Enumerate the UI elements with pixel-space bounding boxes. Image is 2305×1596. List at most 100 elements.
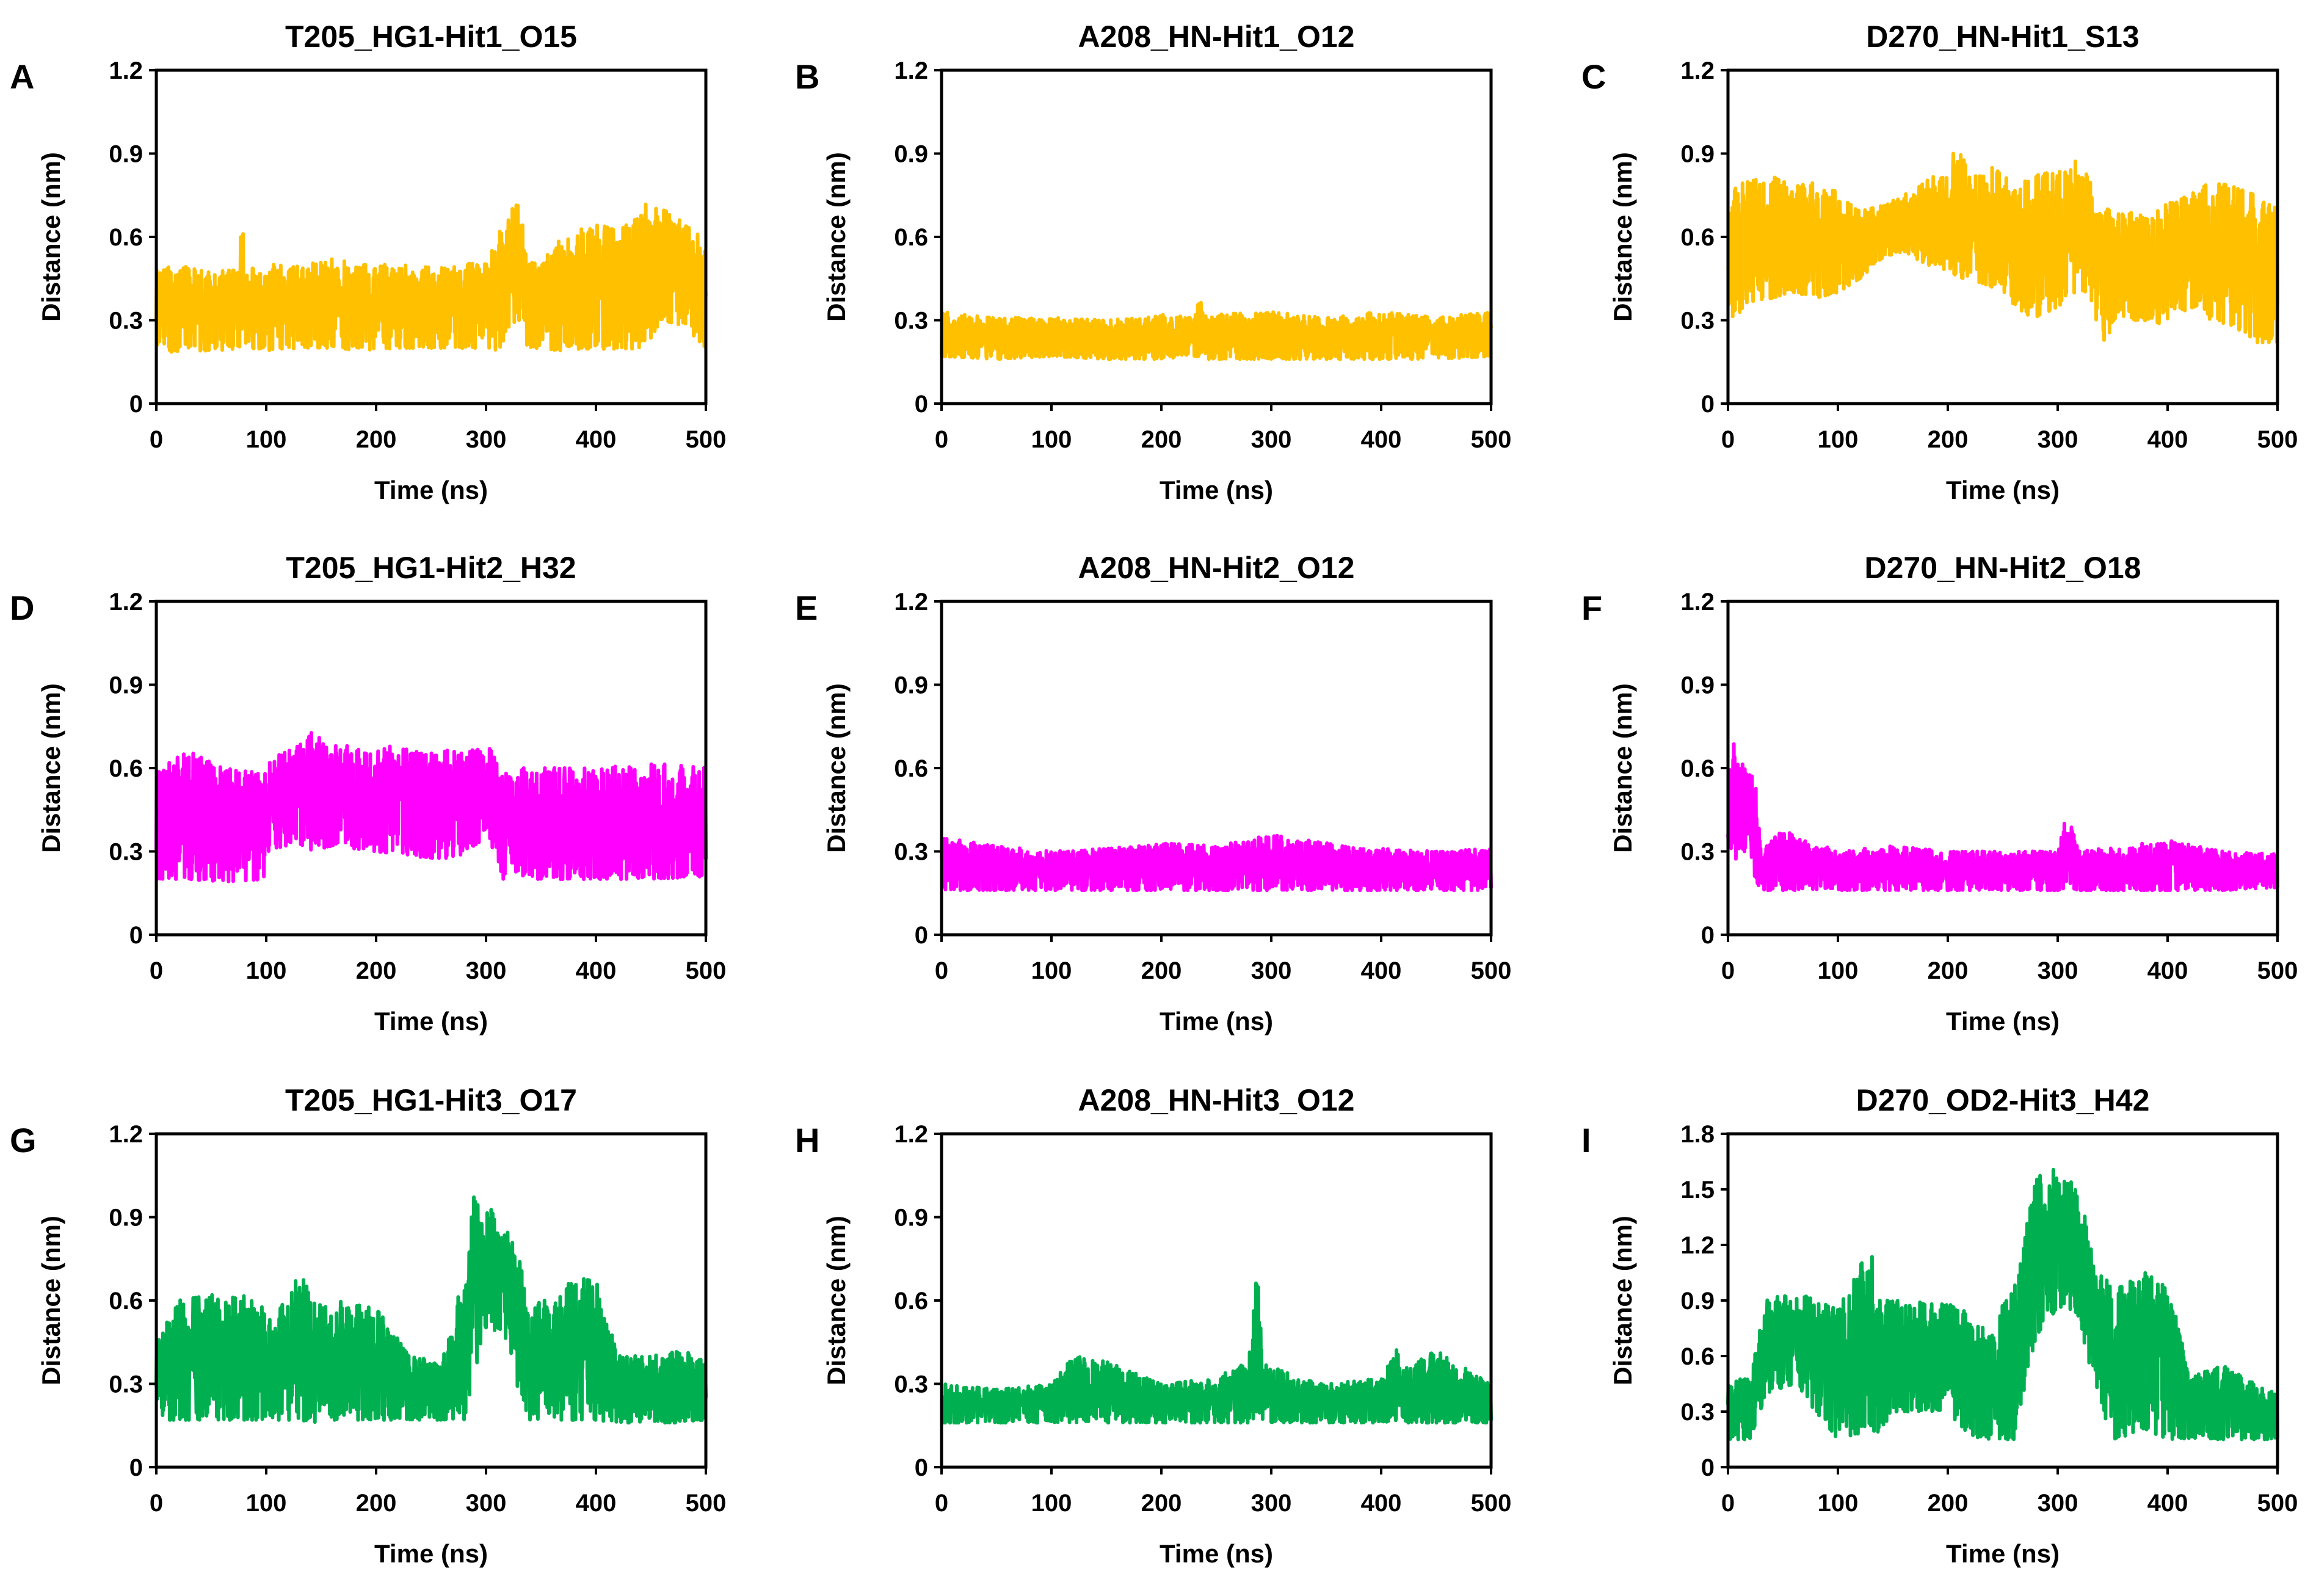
y-tick-label: 1.5 — [1680, 1177, 1715, 1203]
data-series-line — [1726, 742, 2279, 893]
y-tick-label: 1.2 — [109, 589, 143, 615]
x-tick-label: 0 — [1721, 1490, 1735, 1517]
y-tick-label: 0.9 — [894, 1205, 928, 1231]
panel-h: 0 0.3 0.6 0.9 1.2 0 100 200 300 400 500 A208_HN-Hit… — [795, 1083, 1511, 1568]
y-tick-label: 0 — [915, 391, 928, 418]
x-tick-label: 0 — [935, 426, 948, 453]
x-tick-label: 100 — [1031, 1490, 1072, 1517]
x-tick-label: 100 — [1031, 957, 1072, 984]
x-axis-label: Time (ns) — [1160, 1007, 1273, 1036]
y-tick-label: 1.2 — [894, 1121, 928, 1148]
y-tick-label: 0.6 — [109, 1288, 143, 1315]
y-tick-label: 0.9 — [1680, 1288, 1715, 1315]
data-series-line — [154, 202, 708, 354]
data-series-line — [154, 731, 708, 883]
y-tick-label: 0.3 — [109, 308, 143, 335]
y-tick-label: 0.6 — [109, 224, 143, 251]
x-tick-label: 400 — [1361, 426, 1402, 453]
y-tick-label: 0.9 — [1680, 672, 1715, 699]
data-series-line — [940, 833, 1493, 893]
x-tick-label: 200 — [1141, 1490, 1182, 1517]
x-tick-label: 300 — [466, 426, 507, 453]
panel-title: T205_HG1-Hit1_O15 — [285, 20, 577, 54]
y-tick-label: 1.2 — [1680, 589, 1715, 615]
panel-title: A208_HN-Hit1_O12 — [1078, 20, 1355, 54]
x-axis-label: Time (ns) — [1946, 1007, 2060, 1036]
panel-letter: C — [1581, 57, 1606, 96]
x-tick-label: 300 — [2038, 426, 2078, 453]
data-series-line — [1726, 151, 2279, 344]
x-tick-label: 400 — [576, 957, 617, 984]
x-tick-label: 200 — [356, 426, 397, 453]
y-tick-label: 0 — [129, 391, 143, 418]
panel-title: D270_OD2-Hit3_H42 — [1856, 1083, 2150, 1117]
panel-letter: E — [795, 589, 818, 627]
x-tick-label: 300 — [2038, 1490, 2078, 1517]
y-tick-label: 0.9 — [109, 1205, 143, 1231]
y-tick-label: 0.9 — [894, 672, 928, 699]
x-tick-label: 400 — [576, 1490, 617, 1517]
x-axis-label: Time (ns) — [1160, 476, 1273, 504]
panel-letter: D — [10, 589, 34, 627]
x-axis-label: Time (ns) — [1946, 1539, 2060, 1568]
data-series-line — [940, 1281, 1493, 1425]
y-tick-label: 0.3 — [894, 1371, 928, 1398]
panel-letter: B — [795, 57, 819, 96]
y-tick-label: 0.3 — [109, 1371, 143, 1398]
x-tick-label: 200 — [1141, 426, 1182, 453]
x-tick-label: 200 — [1928, 426, 1969, 453]
x-axis-label: Time (ns) — [374, 1007, 488, 1036]
y-tick-label: 1.2 — [894, 589, 928, 615]
x-tick-label: 500 — [686, 957, 727, 984]
panel-title: D270_HN-Hit1_S13 — [1866, 20, 2139, 54]
panel-title: A208_HN-Hit3_O12 — [1078, 1083, 1355, 1117]
y-tick-label: 0.3 — [894, 308, 928, 335]
panel-title: T205_HG1-Hit2_H32 — [286, 551, 576, 585]
y-tick-label: 0.3 — [1680, 308, 1715, 335]
y-tick-label: 0.3 — [894, 839, 928, 866]
x-tick-label: 500 — [2257, 426, 2298, 453]
x-tick-label: 100 — [246, 957, 287, 984]
x-tick-label: 0 — [935, 1490, 948, 1517]
x-tick-label: 100 — [1818, 426, 1859, 453]
y-tick-label: 0 — [1701, 391, 1715, 418]
panel-letter: G — [10, 1121, 37, 1159]
y-tick-label: 0.3 — [109, 839, 143, 866]
y-tick-label: 0 — [129, 922, 143, 949]
x-tick-label: 400 — [2147, 426, 2188, 453]
x-tick-label: 100 — [1818, 1490, 1859, 1517]
y-tick-label: 0.6 — [1680, 755, 1715, 782]
x-axis-label: Time (ns) — [374, 1539, 488, 1568]
x-tick-label: 300 — [1251, 426, 1292, 453]
x-tick-label: 400 — [1361, 957, 1402, 984]
x-tick-label: 500 — [686, 426, 727, 453]
y-tick-label: 1.2 — [109, 1121, 143, 1148]
x-tick-label: 300 — [1251, 1490, 1292, 1517]
y-tick-label: 0 — [1701, 922, 1715, 949]
x-axis-label: Time (ns) — [1946, 476, 2060, 504]
y-tick-label: 1.2 — [1680, 1232, 1715, 1259]
x-tick-label: 200 — [356, 1490, 397, 1517]
x-tick-label: 100 — [1818, 957, 1859, 984]
x-tick-label: 0 — [150, 426, 163, 453]
x-tick-label: 200 — [1928, 1490, 1969, 1517]
x-tick-label: 100 — [246, 1490, 287, 1517]
panel-b: 0 0.3 0.6 0.9 1.2 0 100 200 300 400 500 A208_HN-Hit… — [795, 20, 1511, 504]
y-tick-label: 1.2 — [109, 57, 143, 84]
data-series-line — [1726, 1167, 2279, 1442]
panel-c: 0 0.3 0.6 0.9 1.2 0 100 200 300 400 500 D270_HN-Hit… — [1581, 20, 2298, 504]
panel-title: T205_HG1-Hit3_O17 — [285, 1083, 577, 1117]
x-tick-label: 400 — [2147, 1490, 2188, 1517]
x-tick-label: 400 — [1361, 1490, 1402, 1517]
panel-letter: H — [795, 1121, 819, 1159]
y-tick-label: 0 — [915, 1454, 928, 1481]
x-tick-label: 0 — [1721, 957, 1735, 984]
y-tick-label: 0 — [915, 922, 928, 949]
y-tick-label: 0.3 — [1680, 839, 1715, 866]
x-tick-label: 500 — [2257, 1490, 2298, 1517]
y-axis-label: Distance (nm) — [822, 1216, 851, 1385]
x-tick-label: 500 — [1471, 957, 1512, 984]
x-tick-label: 200 — [1928, 957, 1969, 984]
data-series-line — [940, 300, 1493, 361]
panel-letter: A — [10, 57, 34, 96]
